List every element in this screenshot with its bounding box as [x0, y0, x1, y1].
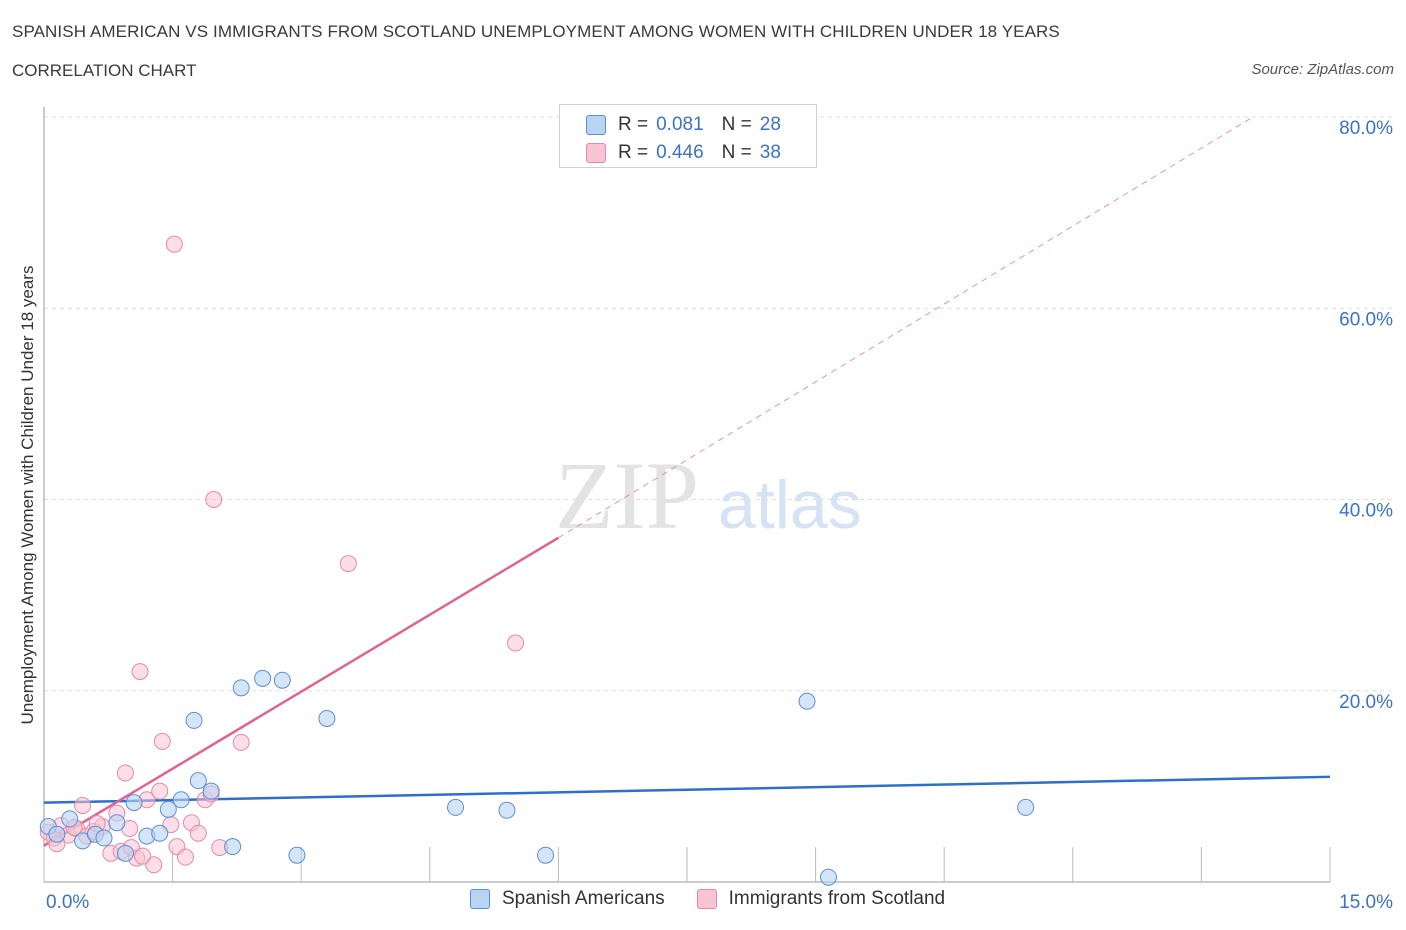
tick-labels: 20.0% 40.0% 60.0% 80.0% 0.0% 15.0%	[46, 118, 1393, 913]
y-tick-label: 60.0%	[1339, 309, 1393, 330]
legend-item-immigrants-scotland: Immigrants from Scotland	[696, 888, 946, 910]
legend-r-value: 0.446	[656, 142, 704, 163]
point-immigrants-scotland	[189, 824, 207, 842]
legend-r-label: R =	[618, 114, 649, 135]
point-immigrants-scotland	[116, 764, 134, 782]
legend-swatch-blue	[470, 889, 490, 909]
trend-line-immigrants-scotland	[43, 536, 560, 847]
point-spanish-americans	[819, 868, 837, 886]
legend-swatch-pink	[586, 143, 606, 163]
correlation-legend: R = 0.081 N = 28 R = 0.446 N = 38	[559, 104, 817, 168]
axes	[43, 107, 1331, 883]
point-immigrants-scotland	[145, 856, 163, 874]
point-spanish-americans	[273, 671, 291, 689]
point-spanish-americans	[151, 824, 169, 842]
point-spanish-americans	[125, 794, 143, 812]
point-spanish-americans	[498, 801, 516, 819]
data-points	[39, 235, 1035, 886]
legend-n-label: N =	[721, 114, 752, 135]
y-axis-label: Unemployment Among Women with Children U…	[18, 266, 37, 725]
point-spanish-americans	[159, 800, 177, 818]
legend-n-label: N =	[721, 142, 752, 163]
grid-lines	[44, 116, 1392, 692]
trend-line-extension	[558, 116, 1254, 539]
watermark-zip: ZIP	[555, 442, 699, 549]
point-spanish-americans	[108, 814, 126, 832]
point-spanish-americans	[1017, 798, 1035, 816]
point-immigrants-scotland	[134, 847, 152, 865]
trend-lines	[43, 116, 1331, 847]
point-immigrants-scotland	[131, 663, 149, 681]
legend-n-value: 28	[759, 114, 781, 135]
legend-r-value: 0.081	[656, 114, 704, 135]
point-spanish-americans	[537, 846, 555, 864]
legend-swatch-blue	[586, 115, 606, 135]
point-immigrants-scotland	[507, 634, 525, 652]
legend-row-immigrants-scotland: R = 0.446 N = 38	[586, 141, 781, 165]
y-tick-label: 40.0%	[1339, 501, 1393, 522]
point-immigrants-scotland	[165, 235, 183, 253]
point-immigrants-scotland	[151, 782, 169, 800]
point-immigrants-scotland	[176, 848, 194, 866]
point-spanish-americans	[798, 692, 816, 710]
point-spanish-americans	[95, 829, 113, 847]
x-tick-label: 0.0%	[46, 892, 89, 913]
legend-item-spanish-americans: Spanish Americans	[470, 888, 665, 910]
point-spanish-americans	[48, 825, 66, 843]
y-tick-label: 20.0%	[1339, 692, 1393, 713]
point-spanish-americans	[224, 838, 242, 856]
point-immigrants-scotland	[153, 732, 171, 750]
trend-line-spanish-americans	[43, 775, 1331, 804]
chart-subtitle: CORRELATION CHART	[12, 61, 197, 80]
point-spanish-americans	[232, 679, 250, 697]
point-spanish-americans	[116, 844, 134, 862]
point-spanish-americans	[185, 711, 203, 729]
point-spanish-americans	[189, 772, 207, 790]
legend-row-spanish-americans: R = 0.081 N = 28	[586, 113, 781, 137]
source-label: Source: ZipAtlas.com	[1251, 61, 1394, 78]
legend-swatch-pink	[696, 889, 717, 909]
point-spanish-americans	[202, 782, 220, 800]
point-spanish-americans	[447, 798, 465, 816]
watermark-atlas: atlas	[718, 467, 862, 543]
x-tick-label: 15.0%	[1339, 892, 1393, 913]
legend-label: Immigrants from Scotland	[728, 888, 946, 909]
y-tick-label: 80.0%	[1339, 118, 1393, 139]
point-spanish-americans	[318, 709, 336, 727]
legend-n-value: 38	[759, 142, 781, 163]
point-spanish-americans	[61, 810, 79, 828]
point-spanish-americans	[288, 846, 306, 864]
point-immigrants-scotland	[339, 555, 357, 573]
point-spanish-americans	[172, 791, 190, 809]
legend-r-label: R =	[618, 142, 649, 163]
point-immigrants-scotland	[205, 491, 223, 508]
watermark: ZIP atlas	[555, 442, 862, 549]
point-spanish-americans	[254, 669, 272, 687]
series-legend: Spanish Americans Immigrants from Scotla…	[470, 888, 977, 910]
chart-title: SPANISH AMERICAN VS IMMIGRANTS FROM SCOT…	[12, 22, 1060, 41]
legend-label: Spanish Americans	[502, 888, 665, 909]
point-immigrants-scotland	[74, 797, 92, 814]
point-immigrants-scotland	[232, 733, 250, 751]
